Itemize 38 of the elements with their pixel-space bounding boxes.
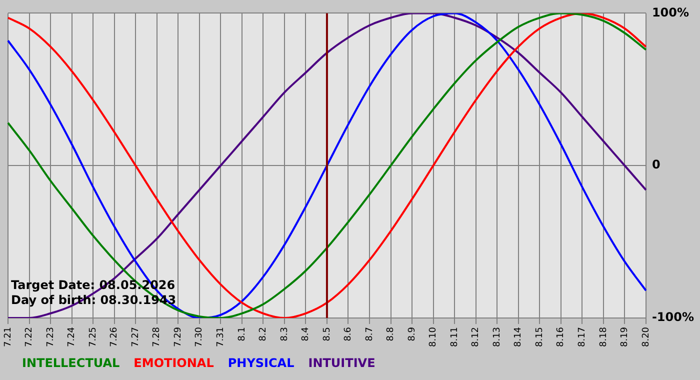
text: INTUITIVE — [308, 356, 376, 370]
y-tick-label: 100% — [652, 5, 690, 20]
x-tick-label: 8.15 — [534, 326, 545, 348]
x-tick-label: 7.27 — [130, 326, 141, 348]
x-tick-label: 7.26 — [110, 326, 120, 348]
text: PHYSICAL — [228, 356, 295, 370]
text: INTELLECTUAL — [22, 356, 120, 370]
x-tick-label: 8.5 — [322, 326, 332, 342]
x-tick-label: 8.7 — [364, 326, 375, 342]
x-tick-label: 8.17 — [577, 326, 588, 348]
x-tick-label: 7.23 — [46, 326, 56, 348]
x-tick-label: 7.29 — [173, 326, 184, 348]
x-tick-label: 8.1 — [237, 326, 248, 342]
x-tick-label: 7.21 — [3, 326, 14, 348]
y-tick-label: -100% — [652, 310, 694, 324]
x-tick-label: 8.13 — [492, 326, 502, 348]
x-tick-label: 8.19 — [620, 326, 630, 348]
x-tick-label: 7.28 — [152, 326, 162, 348]
x-tick-label: 8.18 — [598, 326, 609, 348]
x-tick-label: 8.16 — [556, 326, 566, 348]
x-tick-label: 8.10 — [428, 326, 439, 348]
x-tick-label: 8.11 — [450, 326, 460, 348]
x-tick-label: 7.30 — [194, 326, 205, 348]
x-tick-label: 7.31 — [216, 326, 226, 348]
x-tick-label: 7.22 — [24, 326, 35, 348]
x-tick-label: 8.8 — [386, 326, 396, 342]
x-tick-label: 8.14 — [514, 326, 524, 348]
text: EMOTIONAL — [134, 356, 214, 370]
x-tick-label: 8.6 — [344, 326, 354, 342]
x-tick-label: 8.4 — [301, 326, 312, 342]
x-tick-label: 8.3 — [280, 326, 290, 342]
y-tick-label: 0 — [652, 158, 660, 172]
x-tick-label: 8.20 — [641, 326, 652, 348]
x-tick-label: 7.24 — [67, 326, 78, 348]
x-tick-label: 7.25 — [88, 326, 98, 348]
x-tick-label: 8.2 — [258, 326, 269, 342]
x-tick-label: 8.12 — [471, 326, 482, 348]
x-tick-label: 8.9 — [407, 326, 418, 342]
